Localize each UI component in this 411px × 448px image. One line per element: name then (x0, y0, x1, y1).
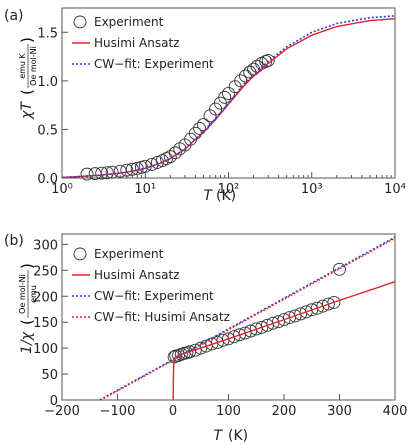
panel-a-label: (a) (4, 8, 24, 24)
legend-label: Experiment (94, 15, 164, 29)
x-axis-label-variable: T (213, 428, 223, 444)
y-tick-label: 1.0 (37, 75, 58, 90)
panel-a-legend: Experiment Husimi Ansatz CW−fit: Experimen… (72, 15, 214, 71)
x-tick-label: −100 (100, 404, 136, 419)
y-axis-unit-numerator: emu K (18, 52, 27, 78)
legend-marker-experiment (73, 247, 87, 261)
y-tick-label: 200 (33, 290, 58, 305)
y-axis-label-paren-close: ) (18, 37, 36, 43)
experiment-data-point (294, 307, 308, 321)
x-tick-label: 0 (169, 404, 177, 419)
panel-a-y-axis-label: χT ( emu K Oe mol-Ni ) (18, 37, 38, 120)
panel-a-x-axis-label: T (K) (203, 188, 236, 204)
panel-b-label: (b) (4, 233, 24, 249)
x-tick-label: 200 (272, 404, 297, 419)
y-axis-label-paren-open: ( (18, 319, 36, 325)
y-axis-label-paren-close: ) (18, 263, 36, 269)
x-axis-label-variable: T (203, 188, 213, 204)
y-tick-label: 0.0 (37, 172, 58, 187)
y-tick-label: 100 (33, 342, 58, 357)
panel-b-x-axis-label: T (K) (213, 428, 248, 444)
panel-b: (b) −200 −100 0 100 200 300 400 0 50 100 150 200 250… (4, 233, 407, 444)
experiment-data-point (120, 163, 134, 177)
x-tick-label: 10⁴ (384, 182, 406, 197)
y-axis-unit-denominator: Oe mol-Ni (29, 46, 38, 86)
legend-marker-experiment (73, 15, 87, 29)
panel-a: (a) 10⁰ 10¹ 10² 10³ 10⁴ 0.0 0.5 1.0 1.5 T (K) χT… (4, 7, 406, 204)
y-tick-label: 0 (50, 394, 58, 409)
experiment-data-point (247, 62, 261, 76)
experiment-data-point (188, 343, 202, 357)
experiment-data-point (168, 146, 182, 160)
experiment-data-point (113, 164, 127, 178)
experiment-data-point (255, 320, 269, 334)
panel-a-ticks: 10⁰ 10¹ 10² 10³ 10⁴ 0.0 0.5 1.0 1.5 (37, 26, 406, 197)
x-tick-label: 400 (383, 404, 408, 419)
experiment-data-point (261, 54, 275, 67)
experiment-data-point (288, 309, 302, 323)
experiment-data-point (218, 90, 232, 104)
legend-label: CW−fit: Experiment (94, 57, 214, 71)
panel-b-ticks: −200 −100 0 100 200 300 400 0 50 100 150 200 250 300 (33, 238, 407, 419)
legend-label: Husimi Ansatz (94, 36, 179, 50)
experiment-data-point (163, 150, 177, 164)
y-axis-label-main: χT (19, 101, 35, 120)
experiment-data-point (238, 326, 252, 340)
y-axis-label-main: 1/χ (19, 331, 35, 354)
x-tick-label: 10¹ (134, 182, 156, 197)
y-axis-unit-denominator: emu (29, 285, 38, 303)
x-tick-label: 300 (327, 404, 352, 419)
panel-b-plot-area (99, 236, 396, 401)
x-axis-label-unit: (K) (216, 188, 236, 204)
x-tick-label: −200 (44, 404, 80, 419)
experiment-data-point (222, 332, 235, 346)
experiment-data-point (272, 315, 285, 329)
y-tick-label: 250 (33, 264, 58, 279)
experiment-data-point (100, 166, 114, 180)
y-tick-label: 1.5 (37, 26, 58, 41)
y-tick-label: 300 (33, 238, 58, 253)
experiment-data-point (310, 301, 324, 315)
experiment-data-point (80, 167, 94, 181)
experiment-data-point (95, 166, 109, 180)
y-tick-label: 0.5 (37, 123, 58, 138)
x-axis-label-unit: (K) (228, 428, 248, 444)
y-tick-label: 50 (41, 368, 58, 383)
experiment-data-point (327, 296, 341, 309)
experiment-data-point (222, 87, 235, 100)
series-line-husimi-ansatz (172, 281, 396, 401)
panel-b-y-axis-label: 1/χ ( Oe mol-Ni emu ) (18, 263, 38, 354)
x-tick-label: 10³ (301, 182, 323, 197)
series-line-cw-fit-experiment (61, 15, 396, 179)
legend-label: Experiment (94, 247, 164, 261)
legend-label: CW−fit: Husimi Ansatz (94, 310, 230, 324)
x-tick-label: 100 (216, 404, 241, 419)
experiment-data-point (105, 165, 119, 179)
experiment-data-point (239, 69, 252, 83)
legend-label: CW−fit: Experiment (94, 289, 214, 303)
panel-b-legend: Experiment Husimi Ansatz CW−fit: Experimen… (72, 247, 230, 324)
x-tick-label: 10⁰ (51, 182, 73, 197)
experiment-data-point (333, 262, 346, 276)
y-tick-label: 150 (33, 316, 58, 331)
y-axis-unit-numerator: Oe mol-Ni (18, 274, 27, 314)
panel-a-plot-area (61, 15, 396, 181)
x-tick-label: 10² (218, 182, 240, 197)
experiment-data-point (250, 59, 264, 73)
experiment-data-point (196, 118, 210, 132)
experiment-data-point (321, 297, 335, 311)
y-axis-label-paren-open: ( (18, 89, 36, 95)
legend-label: Husimi Ansatz (94, 268, 179, 282)
series-line-cw-fit-experiment (99, 236, 396, 401)
